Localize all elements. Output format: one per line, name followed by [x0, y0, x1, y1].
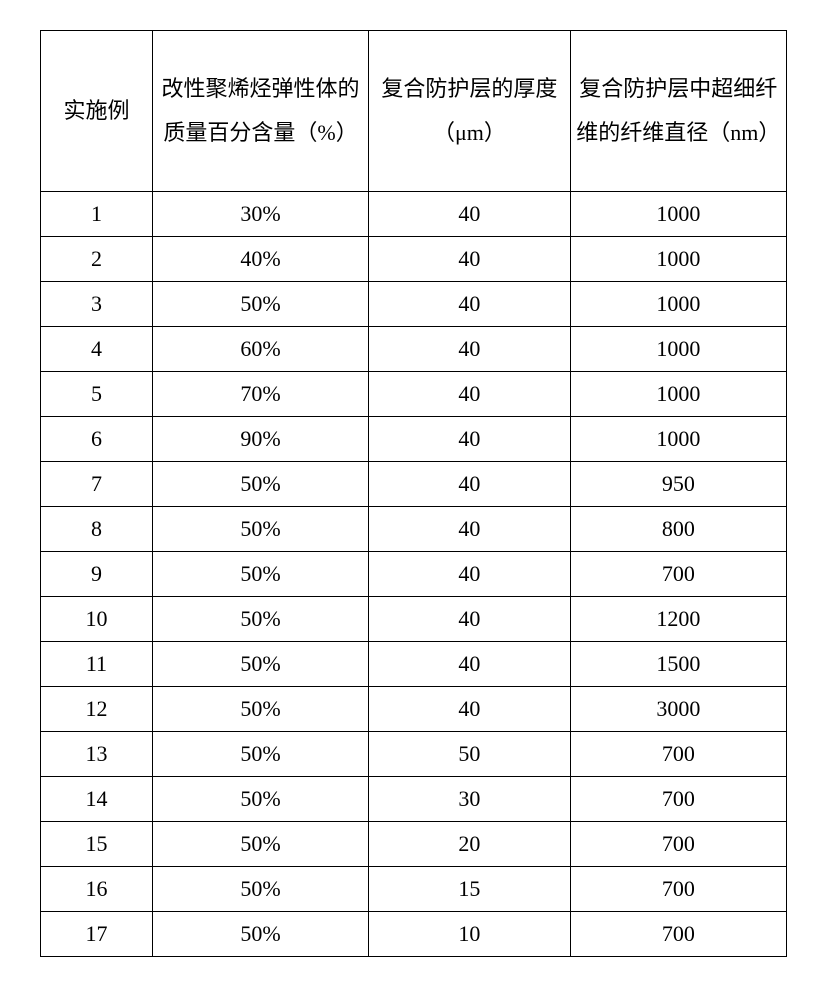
table-cell: 40	[369, 237, 570, 282]
table-cell: 13	[41, 732, 153, 777]
table-cell: 700	[570, 777, 786, 822]
table-cell: 1000	[570, 237, 786, 282]
table-cell: 15	[41, 822, 153, 867]
table-row: 1450%30700	[41, 777, 787, 822]
table-cell: 14	[41, 777, 153, 822]
table-row: 130%401000	[41, 192, 787, 237]
table-cell: 10	[369, 912, 570, 957]
table-cell: 700	[570, 822, 786, 867]
table-cell: 50%	[152, 687, 368, 732]
table-row: 350%401000	[41, 282, 787, 327]
table-cell: 1200	[570, 597, 786, 642]
table-cell: 50%	[152, 597, 368, 642]
table-cell: 50%	[152, 912, 368, 957]
table-cell: 40	[369, 327, 570, 372]
col-header-layer-thickness: 复合防护层的厚度（μm）	[369, 31, 570, 192]
table-cell: 1500	[570, 642, 786, 687]
table-cell: 5	[41, 372, 153, 417]
table-cell: 1000	[570, 327, 786, 372]
table-cell: 1000	[570, 192, 786, 237]
col-header-fiber-diameter: 复合防护层中超细纤维的纤维直径（nm）	[570, 31, 786, 192]
table-cell: 50%	[152, 867, 368, 912]
table-cell: 7	[41, 462, 153, 507]
table-row: 1350%50700	[41, 732, 787, 777]
table-cell: 700	[570, 912, 786, 957]
table-cell: 30	[369, 777, 570, 822]
table-row: 1550%20700	[41, 822, 787, 867]
table-cell: 40	[369, 642, 570, 687]
table-cell: 50%	[152, 642, 368, 687]
table-cell: 1	[41, 192, 153, 237]
header-row: 实施例 改性聚烯烃弹性体的质量百分含量（%） 复合防护层的厚度（μm） 复合防护…	[41, 31, 787, 192]
table-cell: 40	[369, 552, 570, 597]
table-cell: 2	[41, 237, 153, 282]
table-cell: 10	[41, 597, 153, 642]
table-cell: 50%	[152, 507, 368, 552]
table-cell: 700	[570, 552, 786, 597]
table-cell: 1000	[570, 372, 786, 417]
table-cell: 4	[41, 327, 153, 372]
table-cell: 50%	[152, 777, 368, 822]
table-cell: 40%	[152, 237, 368, 282]
table-cell: 6	[41, 417, 153, 462]
table-row: 1750%10700	[41, 912, 787, 957]
table-cell: 50%	[152, 552, 368, 597]
table-cell: 8	[41, 507, 153, 552]
table-cell: 40	[369, 597, 570, 642]
table-row: 1650%15700	[41, 867, 787, 912]
table-cell: 3	[41, 282, 153, 327]
col-header-elastomer-pct: 改性聚烯烃弹性体的质量百分含量（%）	[152, 31, 368, 192]
table-cell: 15	[369, 867, 570, 912]
table-cell: 40	[369, 687, 570, 732]
table-row: 1250%403000	[41, 687, 787, 732]
table-cell: 12	[41, 687, 153, 732]
table-cell: 700	[570, 867, 786, 912]
table-cell: 40	[369, 507, 570, 552]
table-cell: 30%	[152, 192, 368, 237]
table-row: 570%401000	[41, 372, 787, 417]
table-row: 240%401000	[41, 237, 787, 282]
table-cell: 1000	[570, 282, 786, 327]
table-row: 460%401000	[41, 327, 787, 372]
table-row: 750%40950	[41, 462, 787, 507]
table-cell: 50%	[152, 462, 368, 507]
table-cell: 9	[41, 552, 153, 597]
table-cell: 50	[369, 732, 570, 777]
table-cell: 40	[369, 282, 570, 327]
table-cell: 40	[369, 417, 570, 462]
table-row: 950%40700	[41, 552, 787, 597]
table-row: 850%40800	[41, 507, 787, 552]
table-cell: 70%	[152, 372, 368, 417]
table-cell: 50%	[152, 732, 368, 777]
table-cell: 800	[570, 507, 786, 552]
table-cell: 17	[41, 912, 153, 957]
table-cell: 700	[570, 732, 786, 777]
table-row: 1150%401500	[41, 642, 787, 687]
table-cell: 950	[570, 462, 786, 507]
table-cell: 40	[369, 462, 570, 507]
table-body: 130%401000240%401000350%401000460%401000…	[41, 192, 787, 957]
table-cell: 20	[369, 822, 570, 867]
table-cell: 50%	[152, 822, 368, 867]
table-row: 690%401000	[41, 417, 787, 462]
col-header-example: 实施例	[41, 31, 153, 192]
table-cell: 1000	[570, 417, 786, 462]
data-table: 实施例 改性聚烯烃弹性体的质量百分含量（%） 复合防护层的厚度（μm） 复合防护…	[40, 30, 787, 957]
table-cell: 16	[41, 867, 153, 912]
table-cell: 40	[369, 372, 570, 417]
table-cell: 50%	[152, 282, 368, 327]
table-cell: 90%	[152, 417, 368, 462]
table-cell: 11	[41, 642, 153, 687]
table-row: 1050%401200	[41, 597, 787, 642]
table-cell: 3000	[570, 687, 786, 732]
table-head: 实施例 改性聚烯烃弹性体的质量百分含量（%） 复合防护层的厚度（μm） 复合防护…	[41, 31, 787, 192]
table-cell: 60%	[152, 327, 368, 372]
table-cell: 40	[369, 192, 570, 237]
table-container: 实施例 改性聚烯烃弹性体的质量百分含量（%） 复合防护层的厚度（μm） 复合防护…	[0, 0, 827, 987]
